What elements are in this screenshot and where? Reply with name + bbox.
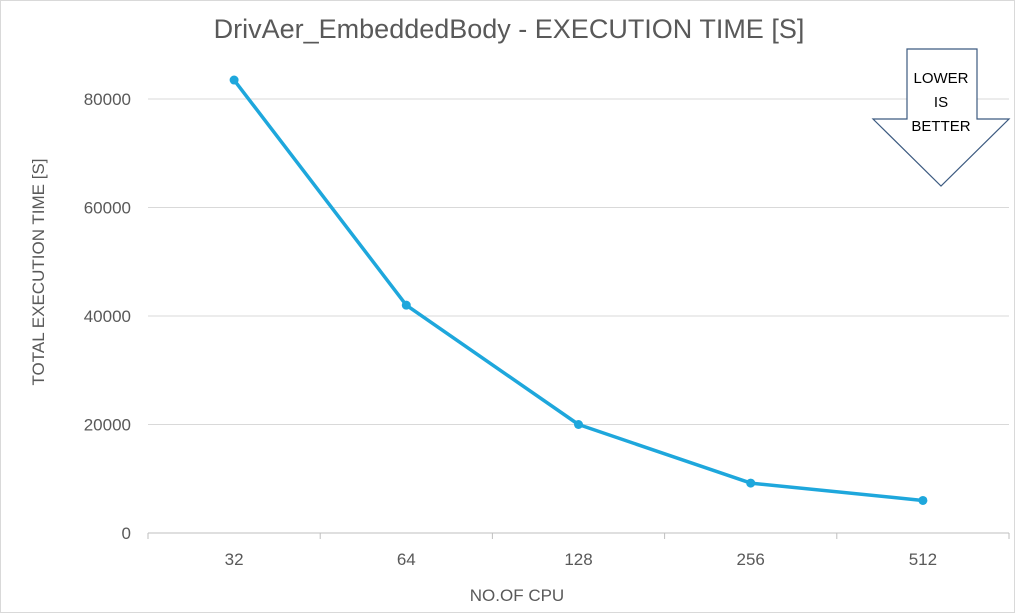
y-tick-label: 20000 xyxy=(84,416,131,435)
callout-line-2: IS xyxy=(934,94,948,111)
x-tick-label: 128 xyxy=(564,550,592,569)
chart-title: DrivAer_EmbeddedBody - EXECUTION TIME [S… xyxy=(214,14,805,44)
y-tick-label: 60000 xyxy=(84,199,131,218)
x-tick-label: 32 xyxy=(225,550,244,569)
data-point xyxy=(746,478,756,488)
callout-line-1: LOWER xyxy=(913,70,968,87)
y-axis-title: TOTAL EXECUTION TIME [S] xyxy=(29,158,48,385)
x-axis-ticks: 32 64 128 256 512 xyxy=(225,550,937,569)
data-point xyxy=(401,300,411,310)
x-tick-label: 64 xyxy=(397,550,416,569)
y-tick-label: 40000 xyxy=(84,307,131,326)
y-tick-label: 80000 xyxy=(84,90,131,109)
x-axis xyxy=(147,532,1010,539)
series-layer xyxy=(229,75,928,505)
x-axis-title: NO.OF CPU xyxy=(470,586,564,605)
x-tick-label: 512 xyxy=(909,550,937,569)
down-arrow-icon xyxy=(871,48,1011,187)
data-point xyxy=(574,420,583,429)
series-line xyxy=(232,78,925,503)
callout-line-3: BETTER xyxy=(911,118,970,135)
y-axis-ticks: 0 20000 40000 60000 80000 xyxy=(84,90,131,543)
x-tick-label: 256 xyxy=(737,550,765,569)
data-point xyxy=(918,495,928,505)
lower-is-better-callout: LOWER IS BETTER xyxy=(871,48,1011,187)
y-tick-label: 0 xyxy=(122,524,131,543)
data-point xyxy=(229,75,239,85)
gridlines xyxy=(148,98,1009,425)
